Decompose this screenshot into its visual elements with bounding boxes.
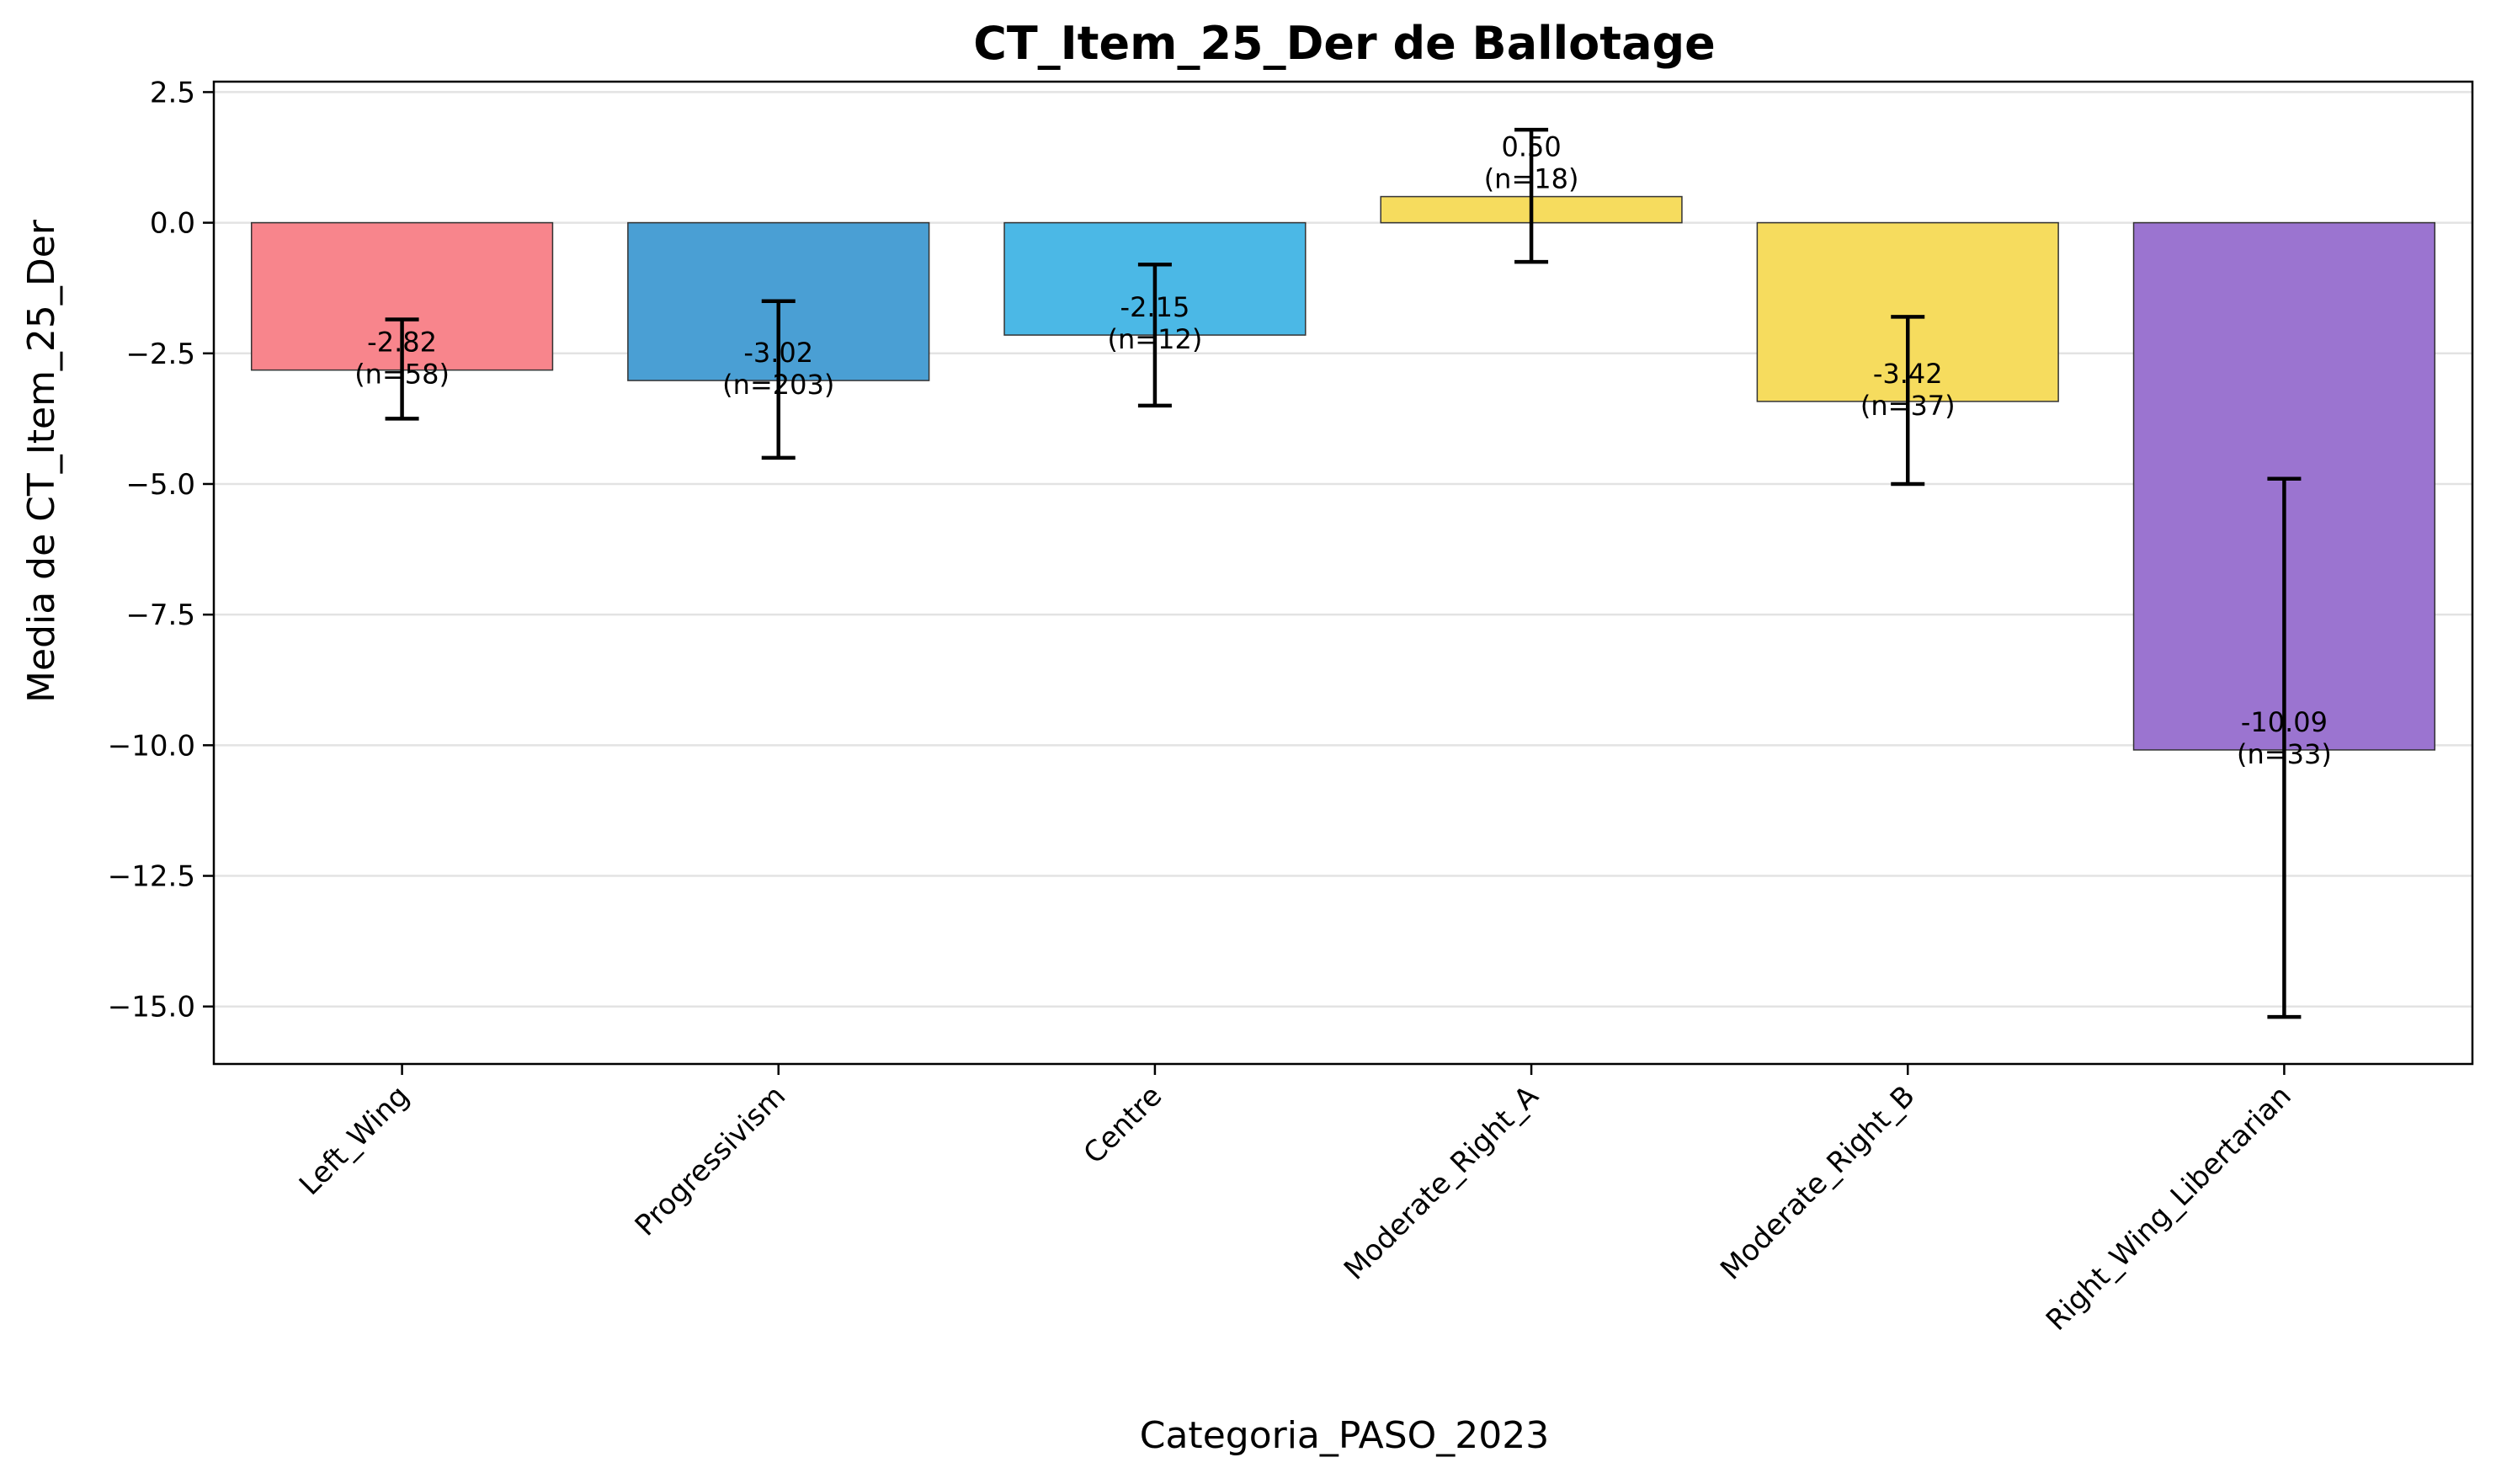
y-tick-label: −2.5 bbox=[125, 338, 195, 371]
grid-lines bbox=[214, 91, 2472, 1008]
x-tick-label: Left_Wing bbox=[293, 1079, 416, 1202]
y-tick-label: 2.5 bbox=[150, 76, 195, 109]
data-label-value: -10.09 bbox=[2241, 706, 2328, 738]
x-tick-label: Progressivism bbox=[629, 1079, 792, 1242]
data-label-count: (n=203) bbox=[722, 369, 834, 401]
y-axis-label: Media de CT_Item_25_Der bbox=[20, 219, 63, 703]
data-label-count: (n=37) bbox=[1860, 390, 1956, 422]
data-label-count: (n=12) bbox=[1108, 323, 1203, 355]
chart-title: CT_Item_25_Der de Ballotage bbox=[973, 17, 1716, 70]
x-tick-label: Moderate_Right_A bbox=[1338, 1079, 1545, 1286]
data-label-value: -3.42 bbox=[1873, 358, 1943, 390]
y-tick-label: −10.0 bbox=[108, 729, 195, 763]
data-label-count: (n=18) bbox=[1484, 163, 1579, 195]
y-axis-ticks: 2.5 0.0 −2.5 −5.0 −7.5 −10.0 −12.5 −15.0 bbox=[108, 76, 214, 1024]
error-bars bbox=[385, 127, 2302, 1019]
data-label-value: -2.82 bbox=[367, 327, 437, 359]
x-tick-label: Centre bbox=[1078, 1079, 1169, 1171]
x-axis-label: Categoria_PASO_2023 bbox=[1140, 1414, 1550, 1457]
y-tick-label: −5.0 bbox=[125, 468, 195, 502]
x-axis-ticks: Left_Wing Progressivism Centre Moderate_Rig… bbox=[293, 1064, 2298, 1338]
data-label-value: -2.15 bbox=[1120, 291, 1190, 323]
y-tick-label: 0.0 bbox=[150, 207, 195, 241]
y-tick-label: −12.5 bbox=[108, 860, 195, 894]
x-tick-label: Right_Wing_Libertarian bbox=[2040, 1079, 2298, 1338]
y-tick-label: −15.0 bbox=[108, 991, 195, 1024]
x-tick-label: Moderate_Right_B bbox=[1714, 1079, 1921, 1286]
data-label-value: 0.50 bbox=[1501, 131, 1561, 163]
data-label-count: (n=33) bbox=[2237, 738, 2332, 770]
plot-area-frame bbox=[212, 80, 2474, 1066]
bars bbox=[250, 195, 2436, 751]
data-labels: -2.82(n=58)-3.02(n=203)-2.15(n=12)0.50(n… bbox=[354, 131, 2332, 770]
y-tick-label: −7.5 bbox=[125, 598, 195, 632]
data-label-value: -3.02 bbox=[743, 337, 813, 369]
data-label-count: (n=58) bbox=[354, 359, 450, 391]
